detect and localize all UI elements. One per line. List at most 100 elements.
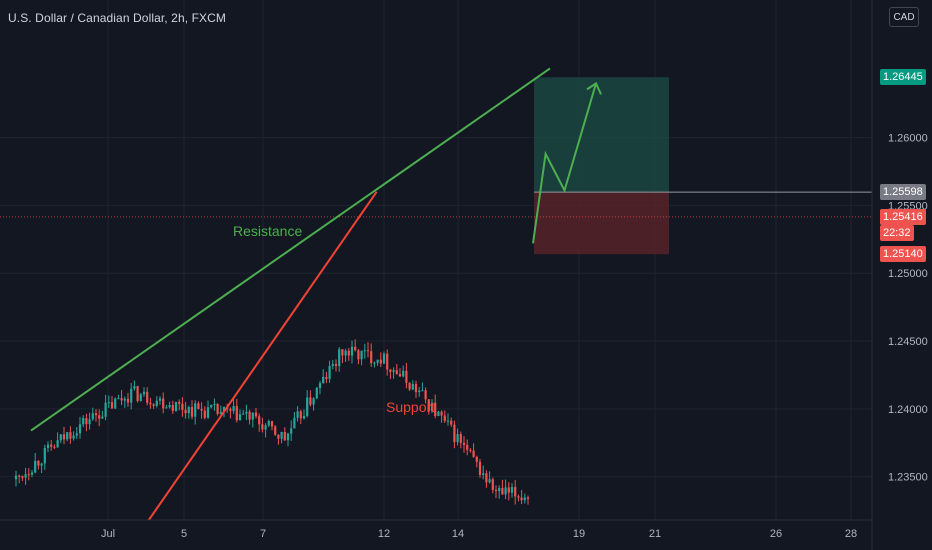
- candle-body: [53, 446, 56, 448]
- candle-body: [414, 383, 418, 393]
- candle-body: [286, 433, 290, 441]
- candle-body: [101, 416, 104, 419]
- candle-body: [472, 450, 475, 457]
- candle-body: [43, 447, 46, 464]
- candle-body: [309, 397, 312, 405]
- candle-body: [261, 424, 264, 430]
- candle-body: [142, 391, 146, 395]
- x-tick-label: 28: [845, 528, 857, 540]
- y-tick-label: 1.24500: [888, 336, 928, 348]
- candlesticks: [14, 339, 530, 505]
- x-tick-label: 26: [770, 528, 782, 540]
- candle-body: [14, 475, 18, 480]
- candle-body: [258, 416, 261, 425]
- candle-body: [216, 404, 219, 414]
- trend-lines[interactable]: Resistance Support: [30, 67, 602, 521]
- candle-body: [277, 434, 280, 439]
- candle-body: [386, 353, 389, 370]
- candle-body: [139, 394, 142, 402]
- candle-body: [328, 365, 331, 379]
- candle-body: [501, 487, 504, 495]
- candle-body: [299, 411, 302, 419]
- candle-body: [264, 425, 267, 430]
- candle-body: [494, 489, 498, 491]
- currency-button[interactable]: CAD: [889, 7, 919, 27]
- candle-body: [379, 359, 382, 364]
- candle-body: [232, 406, 235, 411]
- candle-body: [370, 351, 373, 364]
- candle-body: [56, 440, 59, 448]
- candle-body: [325, 376, 328, 379]
- candle-body: [338, 349, 341, 367]
- candle-body: [350, 346, 354, 356]
- candle-body: [91, 413, 94, 420]
- candle-body: [485, 473, 488, 483]
- candle-body: [475, 456, 478, 462]
- candle-body: [40, 463, 43, 466]
- candle-body: [206, 407, 210, 418]
- candle-body: [168, 405, 171, 408]
- candle-body: [274, 426, 277, 435]
- x-tick-label: 12: [378, 528, 390, 540]
- candle-body: [210, 404, 213, 408]
- candle-body: [363, 350, 366, 352]
- candle-body: [171, 405, 174, 411]
- resistance-line: [30, 67, 551, 432]
- candle-body: [27, 474, 30, 476]
- target-price-badge: 1.26445: [880, 69, 926, 86]
- candle-body: [146, 391, 149, 403]
- candle-body: [411, 383, 414, 390]
- resistance-label: Resistance: [233, 223, 302, 239]
- candle-body: [94, 413, 98, 416]
- candle-body: [347, 350, 350, 356]
- candle-body: [37, 460, 40, 466]
- x-tick-label: 21: [649, 528, 661, 540]
- candle-body: [251, 412, 254, 420]
- candle-body: [392, 370, 395, 372]
- candle-body: [360, 350, 363, 360]
- candle-body: [418, 390, 421, 393]
- candle-body: [46, 444, 50, 448]
- candle-body: [437, 411, 440, 416]
- profit-zone: [534, 77, 669, 193]
- x-tick-label: 19: [573, 528, 585, 540]
- candle-body: [235, 406, 238, 421]
- candle-body: [267, 421, 270, 426]
- candle-body: [107, 402, 110, 404]
- x-tick-label: Jul: [101, 528, 115, 540]
- candle-body: [59, 434, 62, 441]
- candle-body: [270, 421, 274, 427]
- support-line: [147, 191, 378, 521]
- candle-body: [21, 475, 24, 478]
- stop-price-badge: 1.25140: [880, 246, 926, 263]
- candle-body: [306, 397, 309, 417]
- candle-body: [430, 402, 434, 412]
- candle-body: [194, 403, 197, 417]
- candle-body: [462, 442, 466, 445]
- candle-body: [104, 402, 107, 417]
- candle-body: [117, 398, 120, 400]
- candle-body: [507, 487, 510, 493]
- candle-body: [178, 401, 181, 404]
- candle-body: [213, 404, 216, 406]
- candle-body: [526, 497, 530, 499]
- candle-body: [133, 386, 136, 389]
- candle-body: [453, 424, 456, 443]
- candle-body: [290, 428, 293, 434]
- candle-body: [197, 403, 200, 410]
- candle-body: [75, 433, 78, 436]
- candle-body: [488, 479, 491, 483]
- candle-body: [446, 420, 450, 422]
- candle-body: [357, 350, 360, 360]
- candle-body: [72, 435, 75, 439]
- loss-zone: [534, 192, 669, 255]
- candle-body: [162, 398, 165, 409]
- chart-title: U.S. Dollar / Canadian Dollar, 2h, FXCM: [8, 11, 226, 25]
- candle-body: [123, 398, 126, 401]
- candle-body: [248, 411, 251, 420]
- candle-body: [408, 382, 411, 390]
- candle-body: [405, 370, 408, 383]
- candle-body: [398, 373, 402, 377]
